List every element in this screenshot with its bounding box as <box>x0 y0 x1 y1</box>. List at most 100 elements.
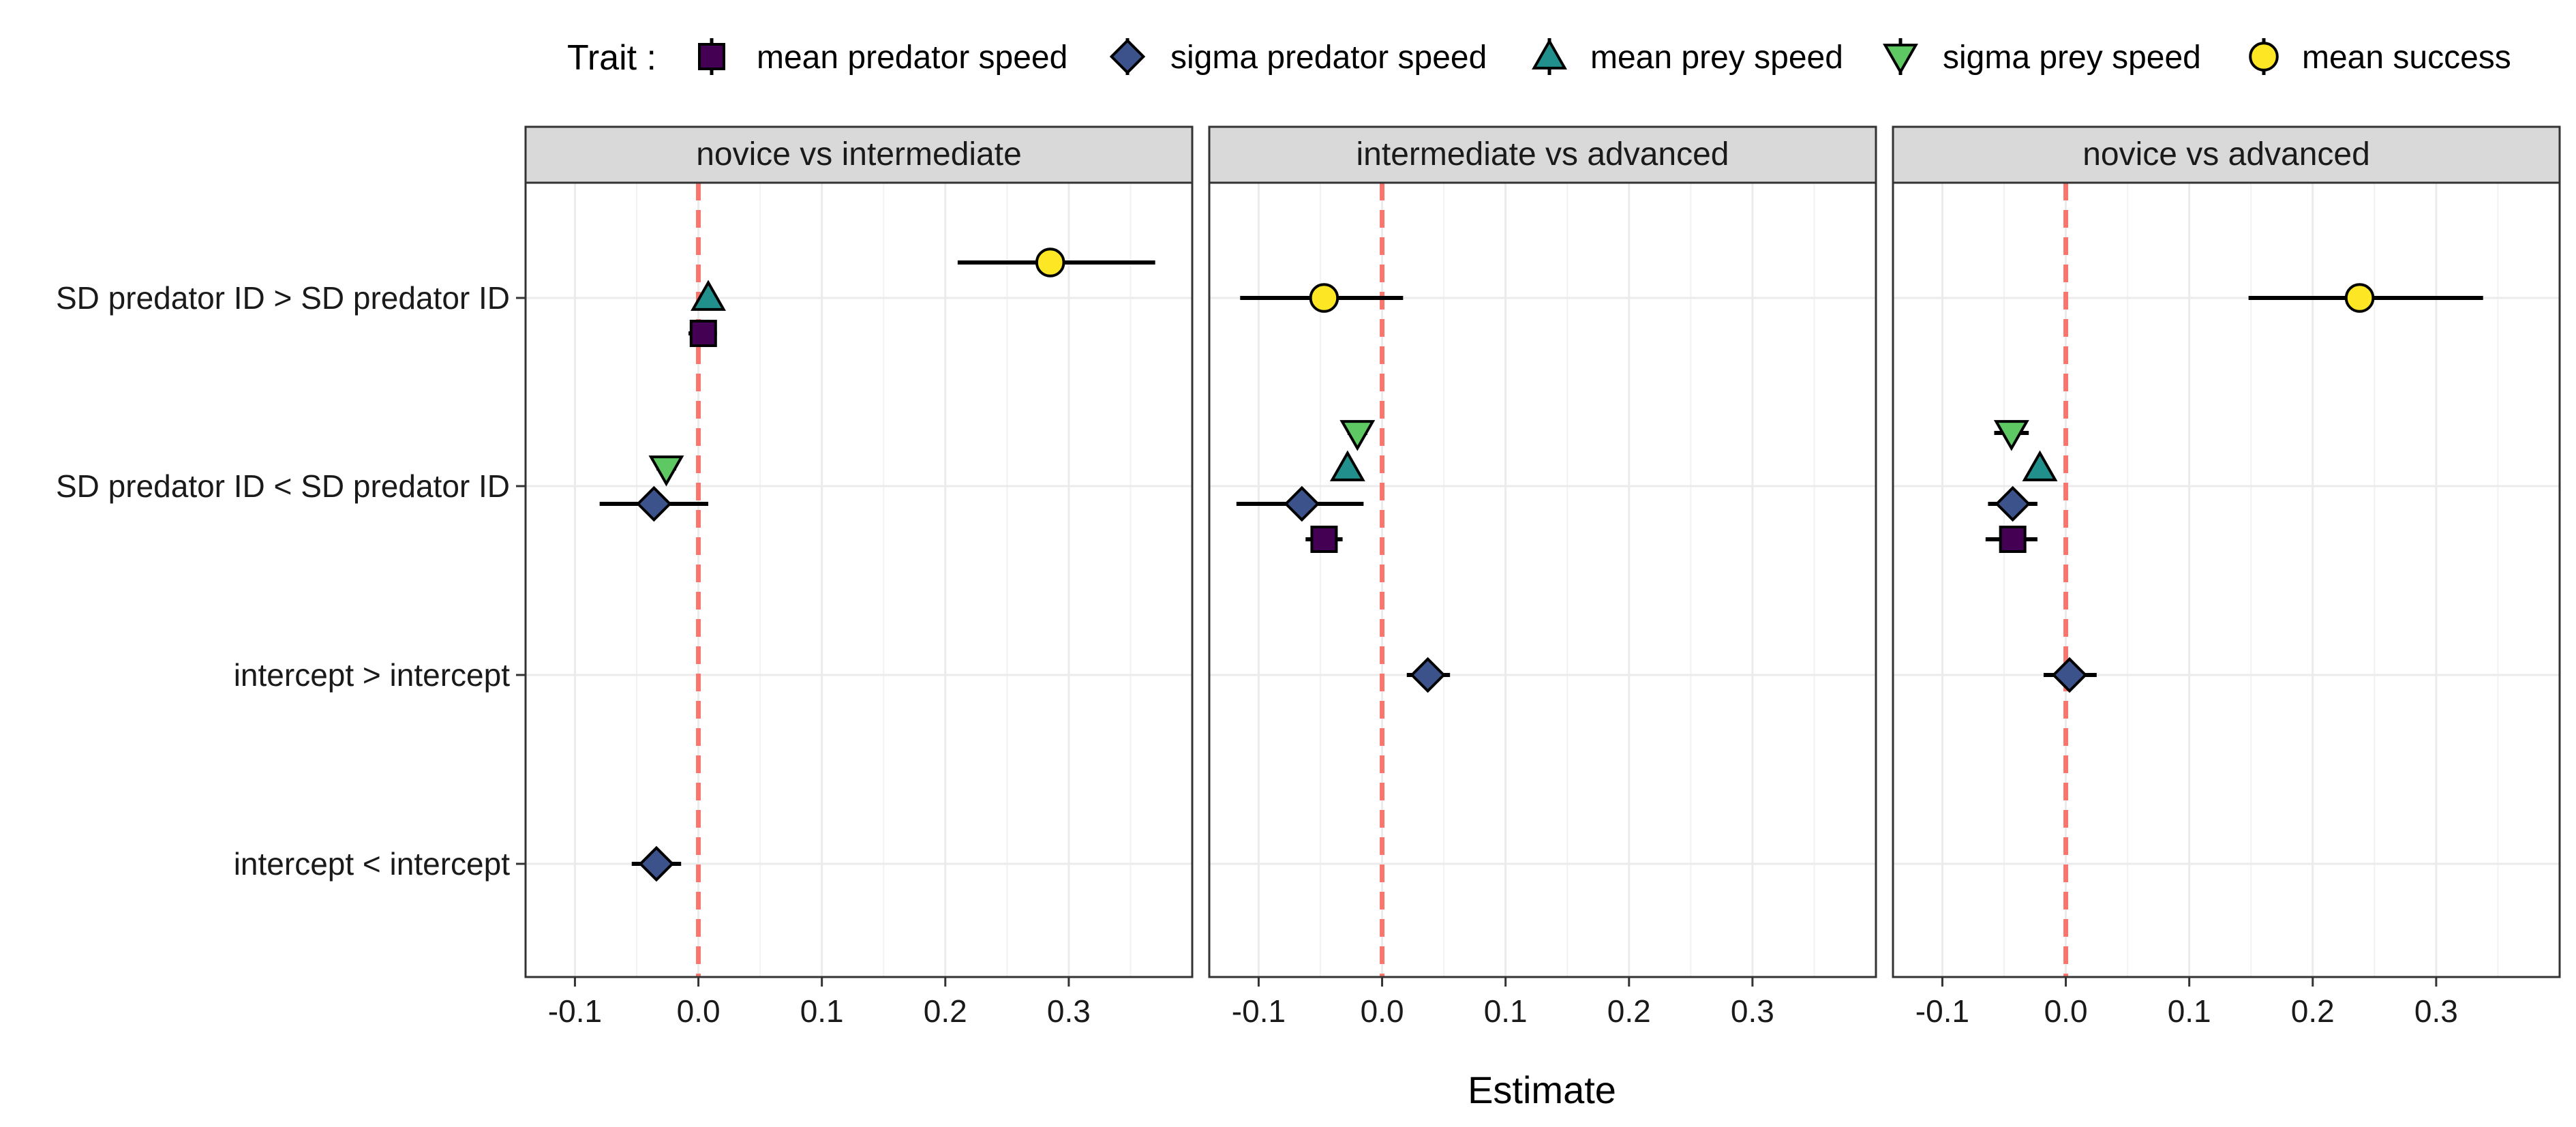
point-marker-square-icon <box>1310 526 1338 553</box>
plot-background <box>526 183 1192 977</box>
point-marker-circle-icon <box>2344 283 2375 313</box>
legend-item-mean-prey-speed: mean prey speed <box>1532 38 1843 76</box>
point-mean-prey-speed <box>1329 450 1365 481</box>
legend-key-triangle-down-icon <box>1883 44 1918 75</box>
panel-border <box>524 181 1194 978</box>
x-axis: -0.1 0.0 0.1 0.2 0.3 <box>1915 977 2458 1029</box>
plot-background <box>1209 183 1876 977</box>
y-axis: SD predator ID > SD predator ID SD predat… <box>56 280 526 882</box>
point-mean-predator-speed <box>688 320 717 347</box>
legend-item-mean-predator-speed: mean predator speed <box>698 38 1067 76</box>
point-mean-success <box>2248 283 2483 313</box>
x-tick-label: 0.1 <box>1484 993 1528 1029</box>
x-tick-label: 0.3 <box>2414 993 2458 1029</box>
panel-intermediate-vs-advanced: intermediate vs advanced -0.1 0.0 0.1 0.2 0.3 <box>1208 125 1877 1029</box>
plot-background <box>1893 183 2560 977</box>
point-marker-triangle-down-icon <box>1339 420 1376 451</box>
legend-label: mean predator speed <box>757 40 1067 76</box>
gridlines <box>526 183 1192 977</box>
panel-novice-vs-intermediate: novice vs intermediate -0.1 0.0 0.1 0.2 0.3 <box>524 125 1194 1029</box>
x-tick-label: 0.1 <box>800 993 844 1029</box>
point-sigma-predator-speed <box>1406 657 1451 693</box>
point-mean-prey-speed <box>691 280 726 311</box>
point-marker-diamond-icon <box>638 845 675 882</box>
facet-panels: novice vs intermediate-0.1 0.0 0.1 0.2 0.3in… <box>524 125 2561 1029</box>
strip-background <box>1892 125 2561 184</box>
point-mean-predator-speed <box>1305 526 1343 553</box>
legend-title: Trait : <box>567 38 656 78</box>
point-sigma-predator-speed <box>2043 657 2097 693</box>
x-tick-label: 0.0 <box>677 993 721 1029</box>
y-tick-label: SD predator ID > SD predator ID <box>56 280 510 316</box>
strip-label: intermediate vs advanced <box>1357 136 1729 172</box>
x-tick-label: 0.2 <box>2291 993 2335 1029</box>
x-tick-label: 0.2 <box>1607 993 1651 1029</box>
point-sigma-prey-speed <box>648 455 684 487</box>
point-sigma-predator-speed <box>631 845 682 882</box>
y-tick-label: intercept > intercept <box>234 657 511 693</box>
x-tick-label: -0.1 <box>548 993 602 1029</box>
point-mean-predator-speed <box>1985 526 2037 553</box>
point-sigma-prey-speed <box>1339 420 1376 451</box>
legend-item-sigma-predator-speed: sigma predator speed <box>1109 38 1487 76</box>
legend-label: sigma predator speed <box>1170 40 1487 76</box>
point-marker-circle-icon <box>1309 283 1339 313</box>
point-mean-success <box>957 247 1155 277</box>
legend: Trait : mean predator speed sigma predator… <box>567 38 2511 78</box>
x-tick-label: 0.1 <box>2168 993 2211 1029</box>
legend-label: mean prey speed <box>1590 40 1843 76</box>
point-marker-diamond-icon <box>636 485 672 522</box>
point-sigma-predator-speed <box>1236 485 1364 522</box>
gridlines <box>1209 183 1876 977</box>
strip-background <box>1208 125 1877 184</box>
data-points <box>599 247 1155 882</box>
legend-key-diamond-icon <box>1109 38 1146 75</box>
panel-novice-vs-advanced: novice vs advanced -0.1 0.0 0.1 0.2 0.3 <box>1892 125 2561 1029</box>
point-mean-prey-speed <box>2022 450 2058 481</box>
point-sigma-predator-speed <box>599 485 709 522</box>
legend-item-mean-success: mean success <box>2249 38 2511 76</box>
point-marker-triangle-up-icon <box>1329 450 1365 481</box>
x-axis: -0.1 0.0 0.1 0.2 0.3 <box>1232 977 1774 1029</box>
point-marker-diamond-icon <box>1284 485 1320 522</box>
point-marker-diamond-icon <box>2051 657 2088 693</box>
x-tick-label: 0.0 <box>2044 993 2088 1029</box>
x-axis-title: Estimate <box>1468 1068 1616 1111</box>
x-tick-label: 0.2 <box>924 993 967 1029</box>
point-marker-triangle-down-icon <box>1993 420 2029 451</box>
point-marker-diamond-icon <box>1410 657 1446 693</box>
legend-label: mean success <box>2302 40 2511 76</box>
point-marker-triangle-up-icon <box>2022 450 2058 481</box>
legend-key-circle-icon <box>2249 42 2279 72</box>
legend-item-sigma-prey-speed: sigma prey speed <box>1883 38 2201 76</box>
strip-label: novice vs advanced <box>2082 136 2370 172</box>
panel-border <box>1208 181 1877 978</box>
data-points <box>1985 283 2483 693</box>
point-marker-triangle-up-icon <box>691 280 726 311</box>
strip-background <box>524 125 1194 184</box>
x-tick-label: 0.3 <box>1731 993 1774 1029</box>
y-tick-label: intercept < intercept <box>234 846 511 882</box>
x-tick-label: -0.1 <box>1232 993 1286 1029</box>
panel-border <box>1892 181 2561 978</box>
legend-key-triangle-up-icon <box>1532 38 1567 70</box>
x-axis: -0.1 0.0 0.1 0.2 0.3 <box>548 977 1091 1029</box>
point-marker-square-icon <box>1999 526 2027 553</box>
x-tick-label: -0.1 <box>1915 993 1969 1029</box>
y-tick-label: SD predator ID < SD predator ID <box>56 468 510 504</box>
x-tick-label: 0.3 <box>1047 993 1091 1029</box>
x-tick-label: 0.0 <box>1361 993 1404 1029</box>
point-sigma-prey-speed <box>1993 420 2029 451</box>
legend-label: sigma prey speed <box>1943 40 2201 76</box>
strip-label: novice vs intermediate <box>696 136 1022 172</box>
legend-key-square-icon <box>698 43 725 70</box>
point-sigma-predator-speed <box>1988 485 2037 522</box>
data-points <box>1236 283 1451 693</box>
point-marker-triangle-down-icon <box>648 455 684 487</box>
point-marker-circle-icon <box>1035 247 1065 277</box>
gridlines <box>1893 183 2560 977</box>
point-mean-success <box>1240 283 1404 313</box>
point-marker-diamond-icon <box>1995 485 2031 522</box>
point-marker-square-icon <box>689 320 717 347</box>
